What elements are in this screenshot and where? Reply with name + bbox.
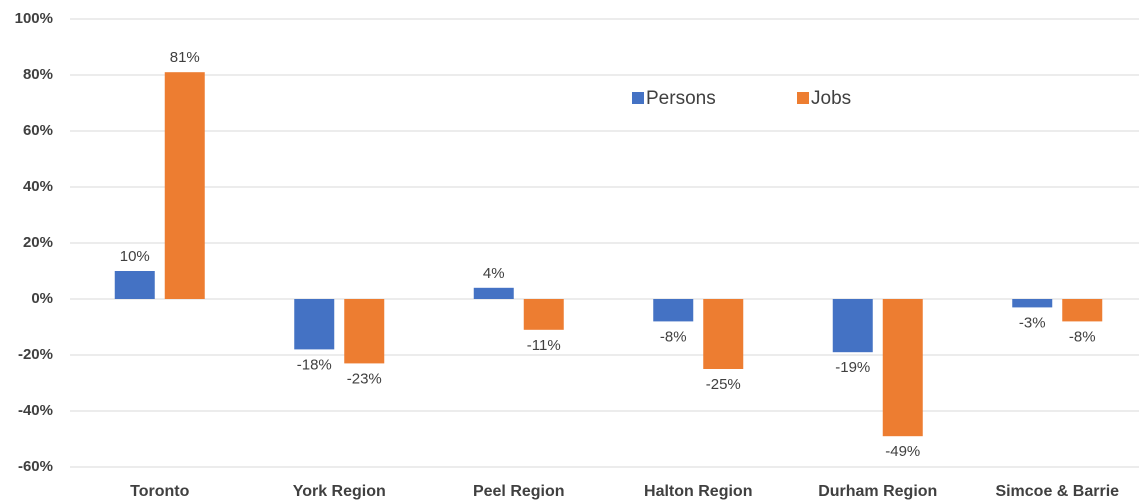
legend-swatch — [797, 92, 809, 104]
bar — [164, 72, 205, 299]
bar — [1062, 299, 1103, 322]
legend-label: Jobs — [811, 88, 851, 109]
bar — [1012, 299, 1053, 308]
y-tick-label: -60% — [18, 458, 53, 475]
y-tick-label: 80% — [23, 66, 53, 83]
y-tick-label: 100% — [15, 10, 53, 27]
data-label: -49% — [885, 443, 920, 460]
bar — [832, 299, 873, 353]
data-label: -11% — [527, 337, 561, 354]
legend-label: Persons — [646, 88, 716, 109]
legend-swatch — [632, 92, 644, 104]
y-tick-label: -20% — [18, 346, 53, 363]
y-tick-label: -40% — [18, 402, 53, 419]
bar — [473, 287, 514, 299]
bar — [294, 299, 335, 350]
data-label: -23% — [347, 370, 382, 387]
data-label: -8% — [660, 328, 687, 345]
data-label: -25% — [706, 376, 741, 393]
y-tick-label: 20% — [23, 234, 53, 251]
data-label: 10% — [120, 248, 150, 265]
x-tick-label: Halton Region — [644, 483, 752, 500]
y-tick-label: 40% — [23, 178, 53, 195]
bar — [882, 299, 923, 437]
bar — [653, 299, 694, 322]
data-label: 81% — [170, 49, 200, 66]
x-tick-label: Peel Region — [473, 483, 565, 500]
bar — [703, 299, 744, 369]
data-label: -3% — [1019, 314, 1046, 331]
x-tick-label: York Region — [293, 483, 386, 500]
y-tick-label: 0% — [31, 290, 53, 307]
x-tick-label: Simcoe & Barrie — [995, 483, 1119, 500]
data-label: -19% — [835, 359, 870, 376]
data-label: -18% — [297, 356, 332, 373]
bar — [114, 271, 155, 299]
data-label: -8% — [1069, 328, 1096, 345]
y-tick-label: 60% — [23, 122, 53, 139]
data-label: 4% — [483, 265, 505, 282]
x-tick-label: Durham Region — [818, 483, 937, 500]
bar — [523, 299, 564, 330]
x-tick-label: Toronto — [130, 483, 189, 500]
bar — [344, 299, 385, 364]
